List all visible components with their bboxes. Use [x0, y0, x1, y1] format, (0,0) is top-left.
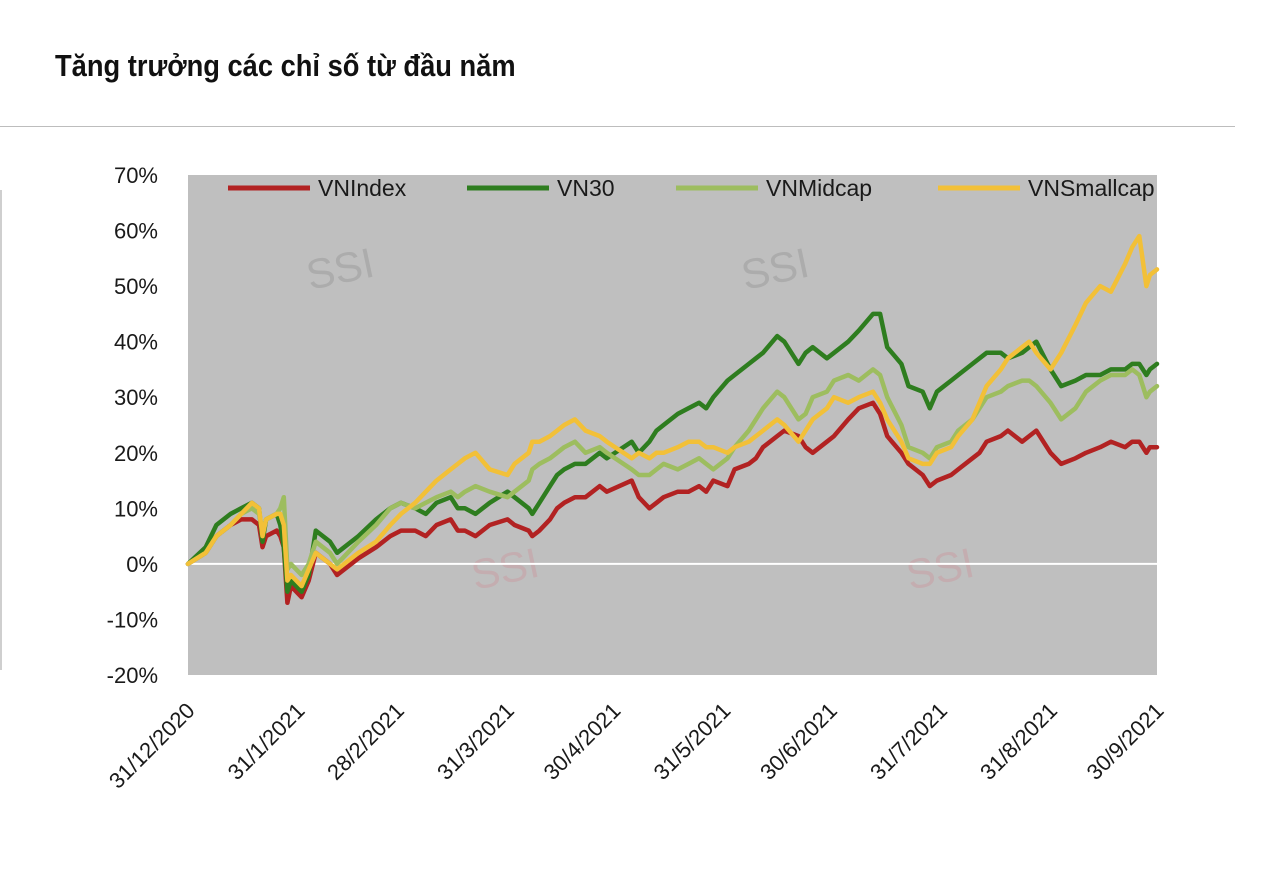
legend-label-vnindex: VNIndex — [318, 175, 407, 201]
y-tick-label: 60% — [114, 219, 158, 244]
y-tick-label: 50% — [114, 274, 158, 299]
title-divider — [0, 126, 1235, 127]
series-line-vnsmallcap — [185, 233, 1160, 589]
x-tick-label: 30/9/2021 — [1082, 698, 1169, 785]
y-tick-label: 10% — [114, 496, 158, 521]
series-line-vn30 — [185, 311, 1160, 594]
series-line-vnmidcap — [185, 367, 1160, 578]
x-tick-label: 31/3/2021 — [432, 698, 519, 785]
y-tick-label: 30% — [114, 385, 158, 410]
y-tick-label: -20% — [107, 663, 158, 688]
series-layer — [185, 233, 1160, 606]
y-tick-label: 70% — [114, 163, 158, 188]
x-tick-label: 30/6/2021 — [755, 698, 842, 785]
x-tick-label: 31/1/2021 — [223, 698, 310, 785]
legend-label-vn30: VN30 — [557, 175, 615, 201]
y-tick-label: 20% — [114, 441, 158, 466]
x-tick-label: 31/5/2021 — [649, 698, 736, 785]
x-tick-label: 28/2/2021 — [322, 698, 409, 785]
x-tick-label: 31/12/2020 — [104, 698, 200, 794]
left-edge-border — [0, 190, 2, 670]
x-axis: 31/12/2020 31/1/2021 28/2/2021 31/3/2021 30/… — [104, 698, 1169, 794]
legend-label-vnsmallcap: VNSmallcap — [1028, 175, 1155, 201]
y-tick-label: -10% — [107, 607, 158, 632]
plot-area — [188, 175, 1157, 675]
x-tick-label: 30/4/2021 — [539, 698, 626, 785]
y-axis: -20% -10% 0% 10% 20% 30% 40% 50% 60% 70% — [107, 163, 158, 688]
y-tick-label: 0% — [126, 552, 158, 577]
legend: VNIndex VN30 VNMidcap VNSmallcap — [228, 175, 1155, 201]
y-tick-label: 40% — [114, 330, 158, 355]
x-tick-label: 31/8/2021 — [975, 698, 1062, 785]
legend-label-vnmidcap: VNMidcap — [766, 175, 872, 201]
page-title: Tăng trưởng các chỉ số từ đầu năm — [55, 48, 516, 83]
x-tick-label: 31/7/2021 — [865, 698, 952, 785]
